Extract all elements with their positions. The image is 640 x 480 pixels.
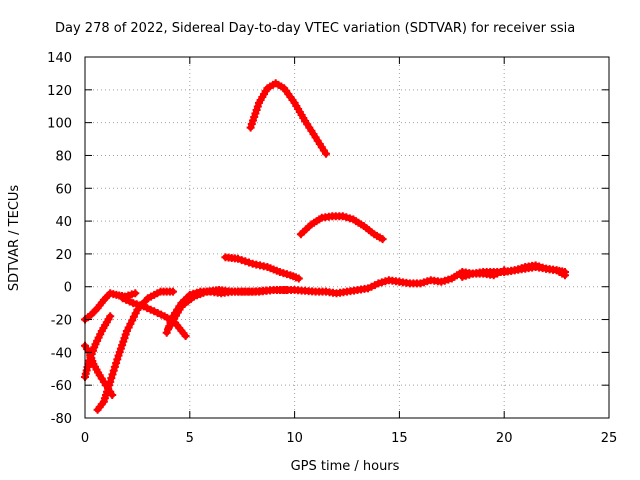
series-arc-7 [93, 287, 177, 414]
data-point [378, 235, 387, 244]
data-point [561, 271, 569, 280]
y-tick-label: 120 [47, 84, 72, 99]
y-tick-label: -40 [51, 346, 72, 361]
data-point [131, 289, 140, 298]
plot-frame [84, 56, 610, 419]
data-point [107, 374, 116, 383]
y-tick-label: -60 [51, 379, 72, 394]
series-arc-2 [296, 212, 387, 244]
data-point [106, 377, 115, 386]
x-tick-label: 25 [601, 431, 618, 446]
data-point [322, 149, 330, 158]
data-point [106, 312, 115, 321]
series-arc-14 [500, 261, 569, 280]
x-tick-label: 0 [81, 431, 89, 446]
y-tick-label: 40 [55, 215, 72, 230]
axis-ticks: -80 -60 -40 -20 0 20 40 60 80 100 120 140 0 5 10 15 20 25 [47, 51, 617, 446]
chart-title: Day 278 of 2022, Sidereal Day-to-day VTE… [55, 21, 575, 36]
y-tick-label: 60 [55, 182, 72, 197]
data-point [113, 355, 122, 364]
y-tick-label: 0 [64, 281, 72, 296]
y-tick-label: -20 [51, 314, 72, 329]
data-point [294, 274, 303, 283]
grid [85, 57, 609, 418]
data-point [109, 366, 118, 375]
y-tick-label: 20 [55, 248, 72, 263]
x-tick-label: 15 [391, 431, 408, 446]
data-point [169, 287, 177, 296]
series-arc-3 [221, 253, 303, 283]
y-tick-label: 140 [47, 51, 72, 66]
data-point [108, 370, 117, 379]
data-point [110, 362, 119, 371]
x-tick-label: 10 [286, 431, 303, 446]
data-point [245, 258, 253, 267]
x-axis-title: GPS time / hours [291, 459, 400, 474]
y-axis-title: SDTVAR / TECUs [7, 185, 22, 292]
y-tick-label: 100 [47, 117, 72, 132]
x-tick-label: 20 [496, 431, 513, 446]
data-point [112, 359, 121, 368]
y-tick-label: 80 [55, 149, 72, 164]
series-arc-11 [227, 276, 404, 298]
x-tick-label: 5 [186, 431, 194, 446]
data-point [234, 254, 242, 263]
data-point [241, 257, 250, 266]
data-point [181, 332, 190, 340]
data-series-layer [81, 79, 569, 414]
y-tick-label: -80 [51, 412, 72, 427]
series-arc-1 [246, 79, 330, 158]
